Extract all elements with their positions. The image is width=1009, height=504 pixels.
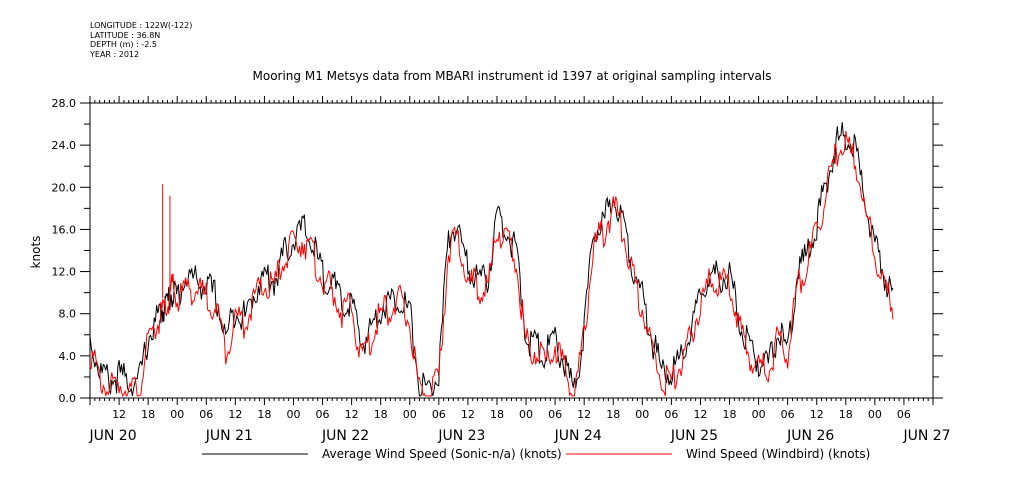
y-tick-label: 20.0	[52, 181, 77, 194]
x-hour-label: 00	[403, 408, 417, 421]
axes-group: 0.0 4.0 8.0 12.0 16.0 20.0 24.0 28.0 12 18 00 06 12 1…	[52, 96, 951, 444]
legend-label-windbird: Wind Speed (Windbird) (knots)	[686, 447, 870, 461]
x-day-label: JUN 24	[554, 428, 602, 444]
x-hour-label: 06	[316, 408, 330, 421]
meta-line: LATITUDE : 36.8N	[90, 30, 161, 40]
x-day-label: JUN 21	[205, 428, 253, 444]
x-hour-label: 00	[286, 408, 300, 421]
y-tick-label: 12.0	[52, 266, 77, 279]
x-hour-label: 18	[374, 408, 388, 421]
x-hour-label: 06	[199, 408, 213, 421]
x-hour-label: 00	[519, 408, 533, 421]
y-tick-label: 8.0	[59, 308, 77, 321]
meta-line: LONGITUDE : 122W(-122)	[90, 21, 193, 30]
x-hour-label: 06	[664, 408, 678, 421]
series-group	[89, 122, 894, 398]
x-hour-label: 18	[490, 408, 504, 421]
x-day-label: JUN 25	[670, 428, 718, 444]
x-day-label: JUN 27	[902, 428, 950, 444]
x-hour-label: 06	[781, 408, 795, 421]
x-day-label: JUN 22	[321, 428, 369, 444]
x-hour-label: 12	[461, 408, 475, 421]
x-hour-label: 18	[839, 408, 853, 421]
y-axis-label: knots	[29, 236, 43, 269]
x-hour-label: 18	[606, 408, 620, 421]
x-hour-label: 12	[228, 408, 242, 421]
x-hour-label: 00	[170, 408, 184, 421]
y-tick-label: 24.0	[52, 139, 77, 152]
x-hour-label: 06	[897, 408, 911, 421]
legend: Average Wind Speed (Sonic-n/a) (knots) W…	[202, 447, 870, 461]
x-hour-label: 12	[693, 408, 707, 421]
y-tick-label: 16.0	[52, 223, 77, 236]
y-tick-label: 28.0	[52, 97, 77, 110]
x-hour-label: 00	[635, 408, 649, 421]
x-hour-label: 06	[548, 408, 562, 421]
x-day-label: JUN 26	[786, 428, 834, 444]
y-tick-label: 4.0	[59, 350, 77, 363]
x-hour-label: 00	[868, 408, 882, 421]
meta-line: YEAR : 2012	[90, 49, 140, 59]
x-hour-label: 12	[112, 408, 126, 421]
y-tick-label: 0.0	[59, 392, 77, 405]
x-hour-label: 12	[810, 408, 824, 421]
series-line	[89, 122, 894, 397]
x-hour-label: 06	[432, 408, 446, 421]
metadata-block: LONGITUDE : 122W(-122) LATITUDE : 36.8N …	[90, 21, 192, 59]
x-hour-label: 12	[345, 408, 359, 421]
series-line	[89, 130, 894, 398]
x-day-label: JUN 23	[437, 428, 485, 444]
meta-line: DEPTH (m) : -2.5	[90, 40, 157, 49]
x-hour-label: 00	[752, 408, 766, 421]
chart-title: Mooring M1 Metsys data from MBARI instru…	[253, 69, 772, 83]
legend-label-average: Average Wind Speed (Sonic-n/a) (knots)	[322, 447, 562, 461]
x-day-label: JUN 20	[89, 428, 137, 444]
x-hour-label: 12	[577, 408, 591, 421]
x-hour-label: 18	[141, 408, 155, 421]
x-hour-label: 18	[723, 408, 737, 421]
x-hour-label: 18	[257, 408, 271, 421]
